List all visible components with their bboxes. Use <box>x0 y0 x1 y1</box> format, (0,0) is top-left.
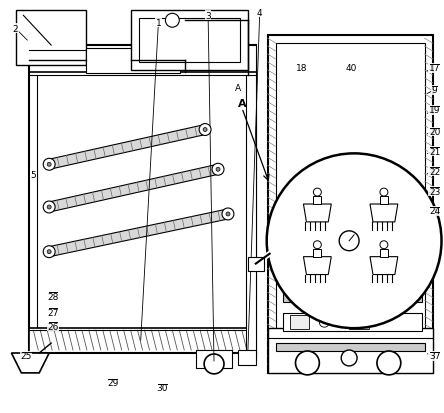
Polygon shape <box>370 204 398 222</box>
Text: 28: 28 <box>48 292 59 301</box>
Bar <box>276 343 424 351</box>
Circle shape <box>380 241 388 249</box>
Circle shape <box>319 318 329 328</box>
Text: 2: 2 <box>12 25 18 33</box>
Bar <box>29 46 256 353</box>
Text: 26: 26 <box>48 322 59 331</box>
Circle shape <box>222 209 234 221</box>
Circle shape <box>296 351 319 375</box>
Circle shape <box>341 350 357 366</box>
Polygon shape <box>48 165 219 212</box>
Text: 5: 5 <box>30 170 36 179</box>
Bar <box>276 44 424 365</box>
Circle shape <box>203 128 207 132</box>
Bar <box>349 316 369 330</box>
Text: 20: 20 <box>429 128 440 137</box>
Bar <box>268 328 432 373</box>
Circle shape <box>47 250 51 254</box>
Text: A: A <box>235 84 241 93</box>
Circle shape <box>339 231 359 251</box>
Polygon shape <box>48 126 206 170</box>
Text: 17: 17 <box>429 64 440 73</box>
Bar <box>16 11 86 66</box>
Circle shape <box>380 189 388 197</box>
Bar <box>238 350 256 365</box>
Circle shape <box>351 318 359 326</box>
Circle shape <box>165 14 179 28</box>
Bar <box>131 11 248 71</box>
Circle shape <box>267 154 441 328</box>
Polygon shape <box>48 209 229 257</box>
Circle shape <box>377 351 401 375</box>
Circle shape <box>47 163 51 167</box>
Bar <box>282 313 422 331</box>
Bar <box>139 19 240 63</box>
Circle shape <box>204 354 224 374</box>
Text: 29: 29 <box>107 378 119 387</box>
Bar <box>289 316 309 330</box>
Text: 1: 1 <box>155 19 161 28</box>
Bar <box>246 46 256 358</box>
Circle shape <box>43 246 55 258</box>
Text: 25: 25 <box>20 351 32 361</box>
Polygon shape <box>12 353 49 373</box>
Text: 4: 4 <box>257 9 262 18</box>
Polygon shape <box>303 257 331 275</box>
Text: 27: 27 <box>48 308 59 317</box>
Bar <box>196 350 232 368</box>
Circle shape <box>47 206 51 209</box>
Text: 37: 37 <box>429 351 440 361</box>
Bar <box>380 197 388 204</box>
Bar <box>268 36 432 373</box>
Bar <box>29 328 256 353</box>
Bar <box>29 46 256 76</box>
Polygon shape <box>370 257 398 275</box>
Text: A: A <box>238 98 246 109</box>
Circle shape <box>226 212 230 216</box>
Text: 21: 21 <box>429 147 440 157</box>
Polygon shape <box>303 204 331 222</box>
Circle shape <box>212 164 224 176</box>
Text: 40: 40 <box>345 64 357 73</box>
Text: 9: 9 <box>432 86 437 95</box>
Circle shape <box>313 189 321 197</box>
Circle shape <box>216 168 220 172</box>
Text: 30: 30 <box>157 383 168 392</box>
Circle shape <box>313 241 321 249</box>
Bar <box>282 295 422 303</box>
Bar <box>313 197 321 204</box>
Text: 22: 22 <box>429 167 440 176</box>
Text: 23: 23 <box>429 187 440 196</box>
Text: 19: 19 <box>429 106 440 115</box>
Bar <box>313 249 321 257</box>
Text: 18: 18 <box>296 64 307 73</box>
Bar <box>37 54 248 345</box>
Circle shape <box>199 124 211 136</box>
Circle shape <box>43 159 55 171</box>
Text: 24: 24 <box>429 207 440 216</box>
Bar <box>248 257 264 271</box>
Circle shape <box>43 202 55 214</box>
Bar <box>380 249 388 257</box>
Text: 3: 3 <box>205 12 211 21</box>
Bar <box>86 49 180 74</box>
